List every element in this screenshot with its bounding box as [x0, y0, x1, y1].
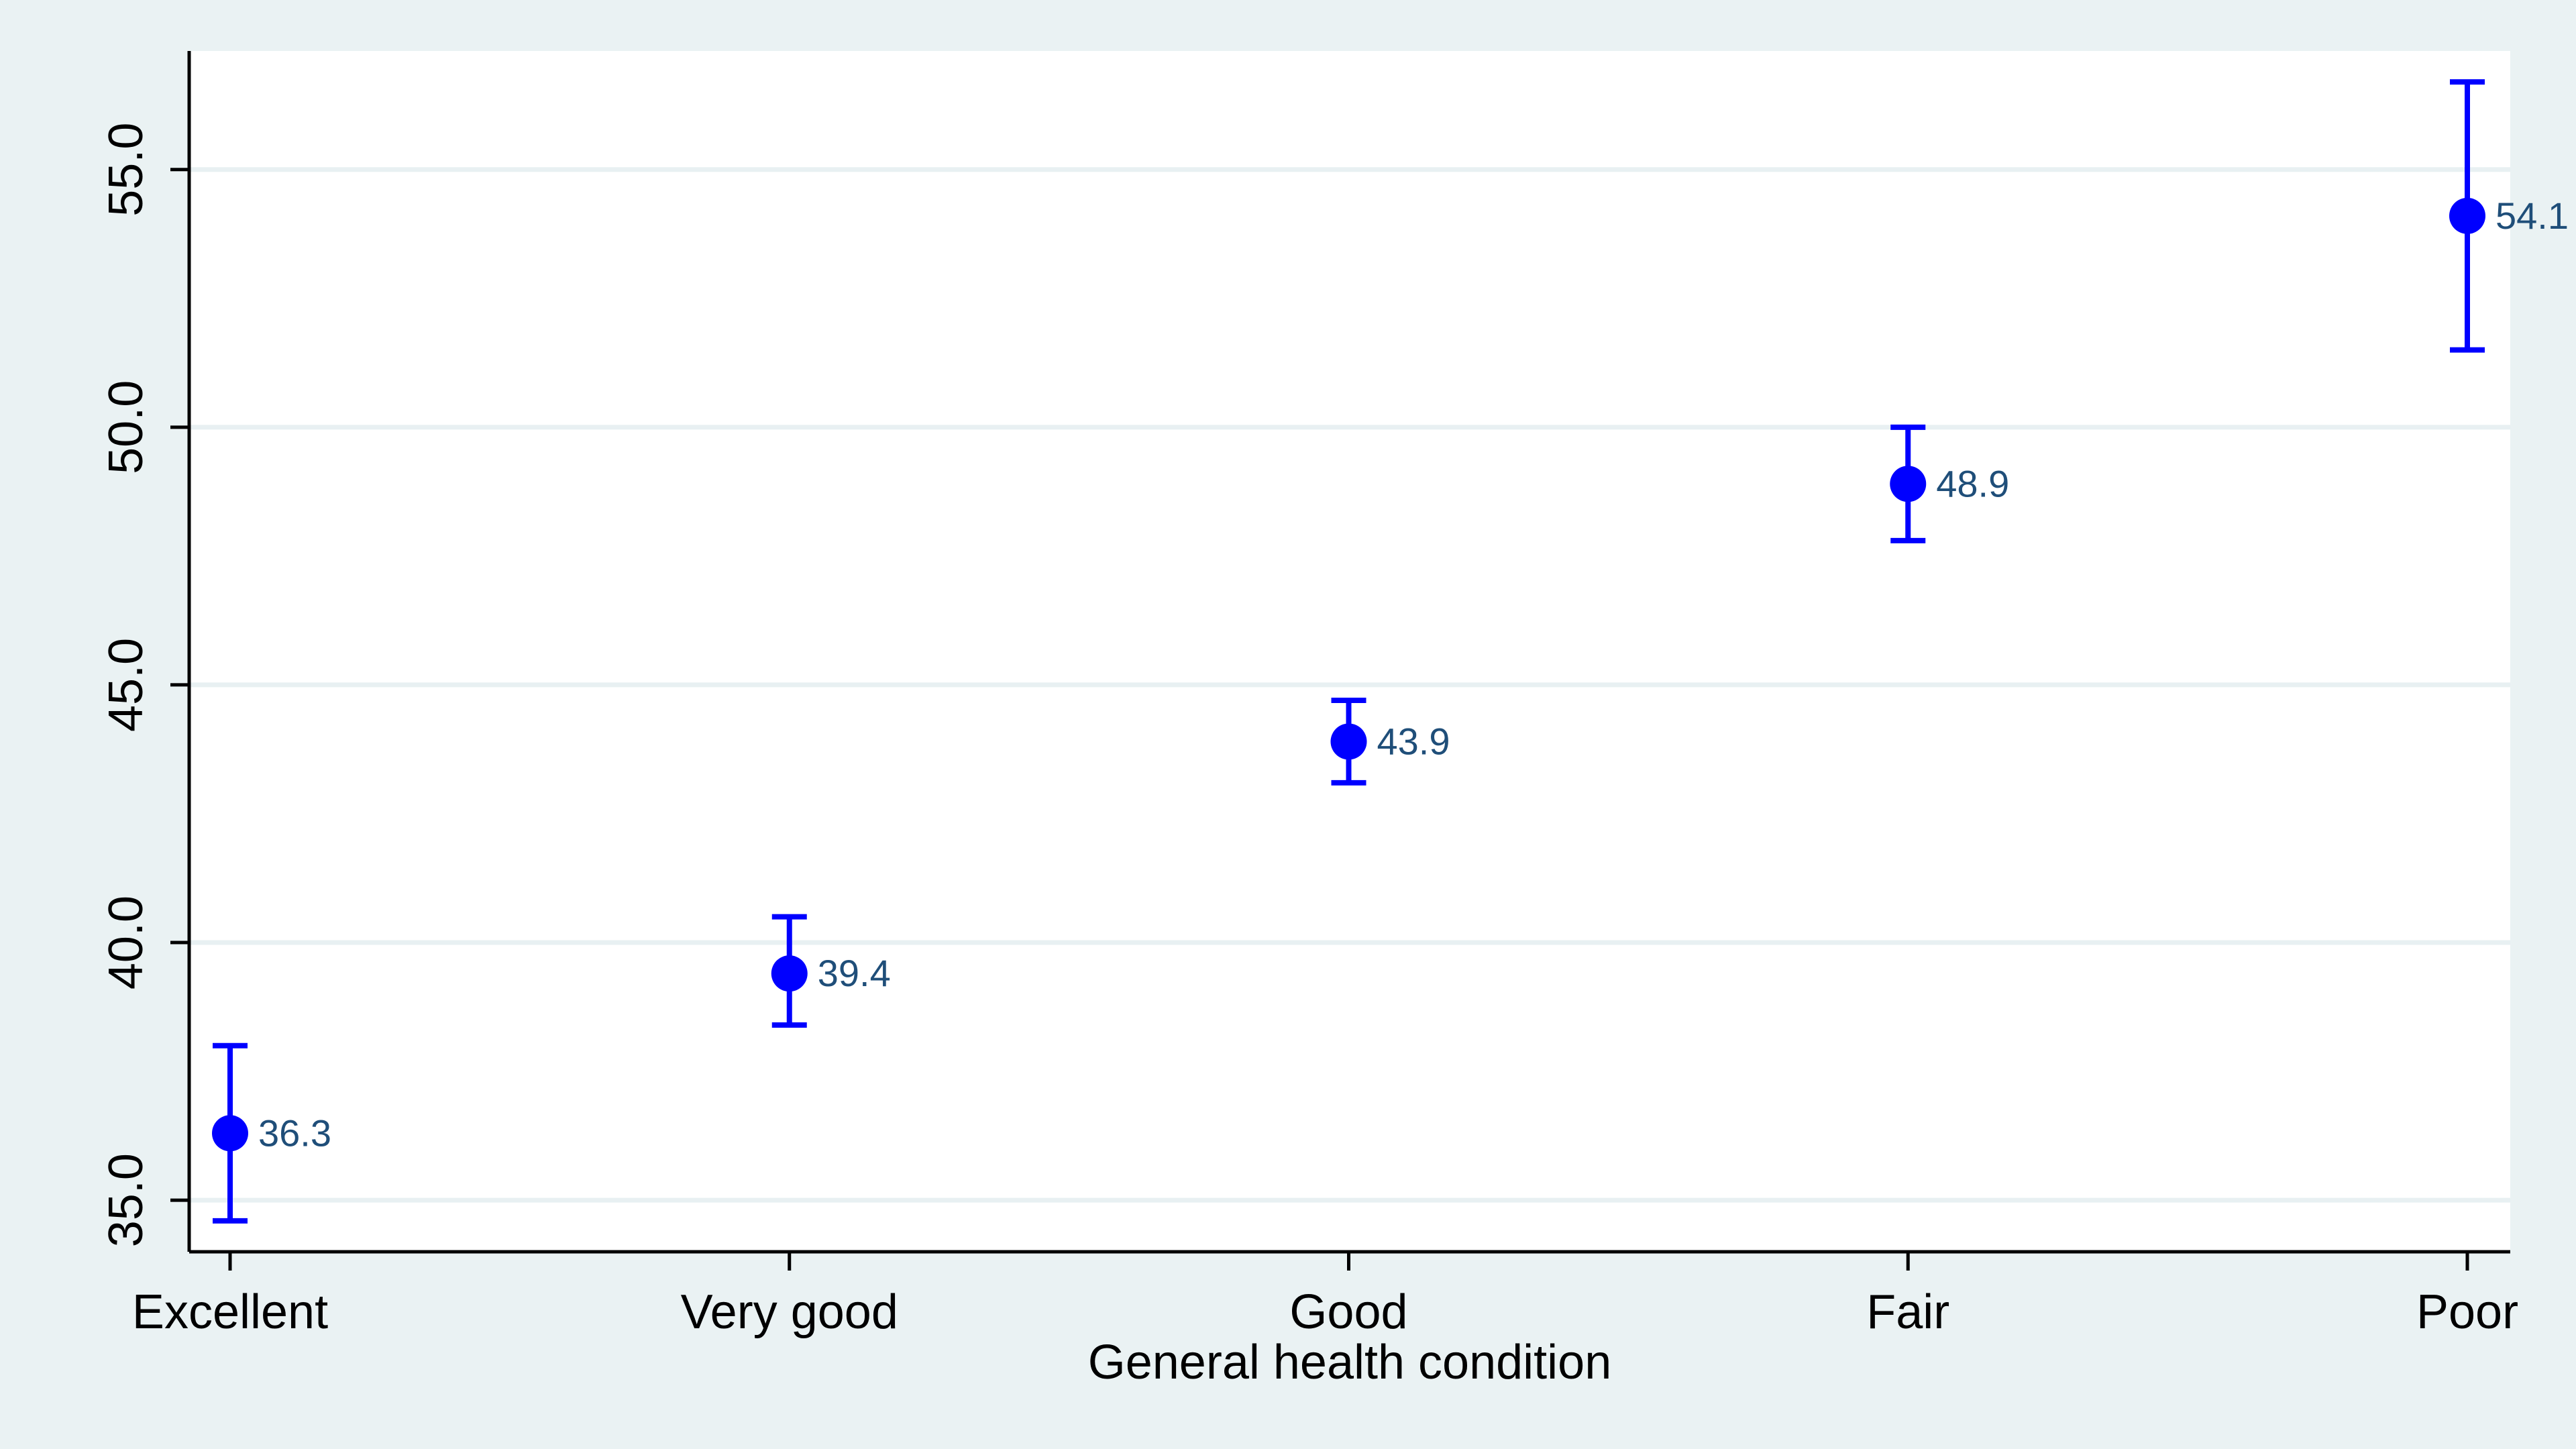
- data-label: 54.1: [2496, 195, 2569, 237]
- data-label: 36.3: [258, 1112, 331, 1154]
- data-points: [212, 197, 2485, 1152]
- x-tick-label: Excellent: [132, 1285, 328, 1339]
- data-labels: 36.3 39.4 43.9 48.9 54.1: [258, 195, 2569, 1154]
- x-tick-label: Poor: [2416, 1285, 2518, 1339]
- y-tick-label: 50.0: [99, 380, 153, 474]
- y-axis-ticks: 35.0 40.0 45.0 50.0 55.0: [99, 123, 189, 1247]
- x-axis-ticks: Excellent Very good Good Fair Poor: [132, 1252, 2518, 1339]
- x-tick-label: Very good: [681, 1285, 898, 1339]
- x-tick-label: Fair: [1866, 1285, 1949, 1339]
- data-point: [212, 1115, 248, 1152]
- y-tick-label: 40.0: [99, 896, 153, 989]
- y-tick-label: 45.0: [99, 638, 153, 732]
- plot-background: [189, 51, 2510, 1252]
- x-tick-label: Good: [1289, 1285, 1407, 1339]
- data-label: 39.4: [818, 952, 891, 994]
- gridlines: [189, 167, 2510, 1203]
- data-point: [1330, 723, 1367, 760]
- y-tick-label: 55.0: [99, 123, 153, 217]
- data-point: [2449, 197, 2485, 234]
- data-point: [1890, 466, 1927, 502]
- data-point: [771, 955, 808, 992]
- data-label: 43.9: [1377, 720, 1450, 762]
- x-axis-title: General health condition: [1088, 1336, 1612, 1389]
- data-label: 48.9: [1936, 462, 2009, 504]
- y-tick-label: 35.0: [99, 1153, 153, 1247]
